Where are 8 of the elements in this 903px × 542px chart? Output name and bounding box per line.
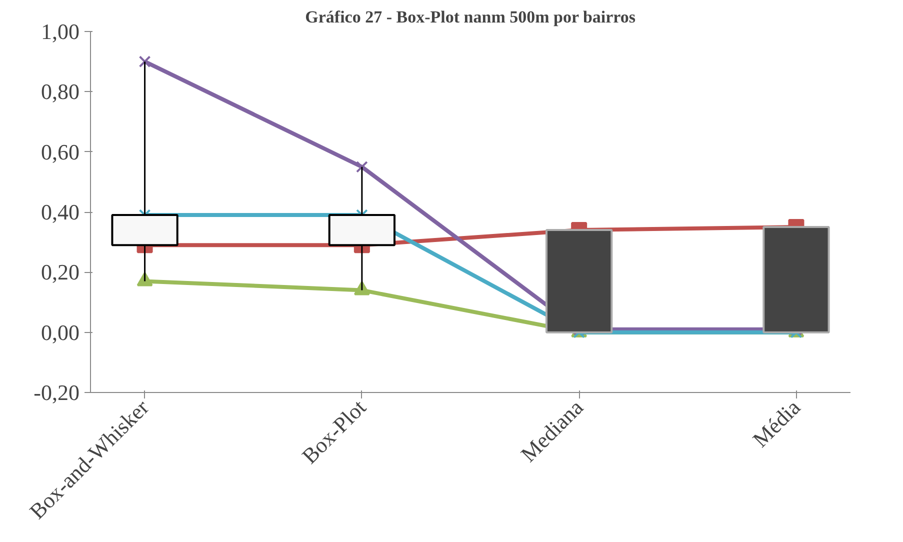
chart-title: Gráfico 27 - Box-Plot nanm 500m por bairros xyxy=(305,8,636,26)
y-tick-label: 0,80 xyxy=(41,79,80,104)
y-tick-label: 0,60 xyxy=(41,139,80,164)
y-tick-label: 1,00 xyxy=(41,19,80,44)
y-tick-label: -0,20 xyxy=(34,380,80,405)
y-tick-label: 0,40 xyxy=(41,200,80,224)
y-tick-label: 0,20 xyxy=(41,260,80,285)
y-tick-label: 0,00 xyxy=(41,320,80,345)
